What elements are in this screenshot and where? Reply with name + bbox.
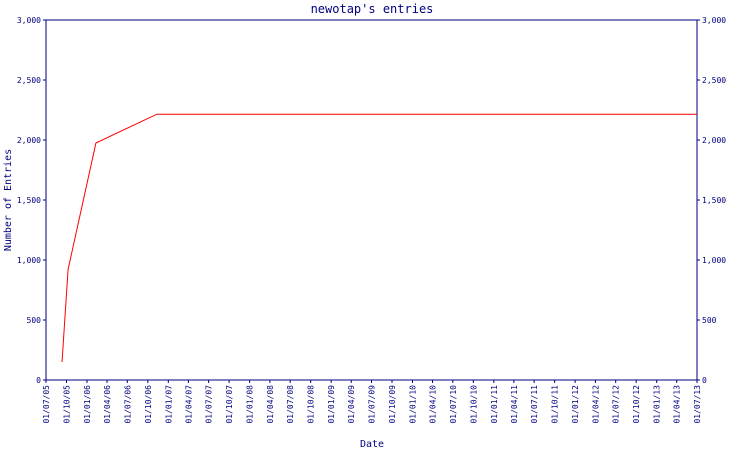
x-tick-label: 01/10/10 (469, 385, 478, 424)
x-tick-label: 01/04/11 (510, 385, 519, 424)
y-tick-label: 1,500 (17, 196, 41, 205)
x-tick-label: 01/10/05 (62, 385, 71, 424)
x-tick-label: 01/04/07 (184, 385, 193, 424)
y-tick-label: 1,000 (17, 256, 41, 265)
x-tick-label: 01/04/12 (591, 385, 600, 424)
x-tick-label: 01/07/06 (123, 385, 132, 424)
x-tick-label: 01/07/13 (693, 385, 702, 424)
y-axis-label: Number of Entries (3, 149, 14, 251)
chart-title: newotap's entries (311, 2, 434, 16)
x-tick-label: 01/01/10 (408, 385, 417, 424)
x-tick-label: 01/01/13 (653, 385, 662, 424)
x-tick-label: 01/01/12 (571, 385, 580, 424)
y2-tick-label: 2,500 (702, 76, 726, 85)
x-axis-label: Date (360, 439, 384, 450)
x-tick-label: 01/01/09 (327, 385, 336, 424)
x-tick-label: 01/04/10 (429, 385, 438, 424)
x-tick-label: 01/04/09 (347, 385, 356, 424)
y-tick-label: 2,000 (17, 136, 41, 145)
x-tick-label: 01/10/07 (225, 385, 234, 424)
y-tick-label: 3,000 (17, 16, 41, 25)
plot-frame (45, 19, 698, 381)
y-tick-label: 2,500 (17, 76, 41, 85)
x-tick-label: 01/07/10 (449, 385, 458, 424)
x-tick-label: 01/04/06 (103, 385, 112, 424)
y2-tick-label: 2,000 (702, 136, 726, 145)
y2-tick-label: 0 (702, 376, 707, 385)
x-tick-label: 01/10/11 (551, 385, 560, 424)
x-tick-label: 01/01/06 (83, 385, 92, 424)
y2-tick-label: 3,000 (702, 16, 726, 25)
y-tick-label: 500 (27, 316, 42, 325)
x-tick-label: 01/01/07 (164, 385, 173, 424)
x-tick-label: 01/07/08 (286, 385, 295, 424)
x-tick-label: 01/04/13 (673, 385, 682, 424)
x-tick-label: 01/10/08 (307, 385, 316, 424)
x-tick-label: 01/07/09 (368, 385, 377, 424)
x-tick-label: 01/07/07 (205, 385, 214, 424)
y2-tick-label: 500 (702, 316, 717, 325)
y-tick-label: 0 (36, 376, 41, 385)
x-tick-label: 01/10/06 (144, 385, 153, 424)
x-tick-label: 01/07/11 (530, 385, 539, 424)
y2-tick-label: 1,500 (702, 196, 726, 205)
x-tick-label: 01/10/09 (388, 385, 397, 424)
data-line (61, 113, 697, 363)
x-tick-label: 01/04/08 (266, 385, 275, 424)
x-tick-label: 01/01/11 (490, 385, 499, 424)
y2-tick-label: 1,000 (702, 256, 726, 265)
x-tick-label: 01/07/12 (612, 385, 621, 424)
x-tick-label: 01/01/08 (246, 385, 255, 424)
x-tick-label: 01/07/05 (42, 385, 51, 424)
x-tick-label: 01/10/12 (632, 385, 641, 424)
